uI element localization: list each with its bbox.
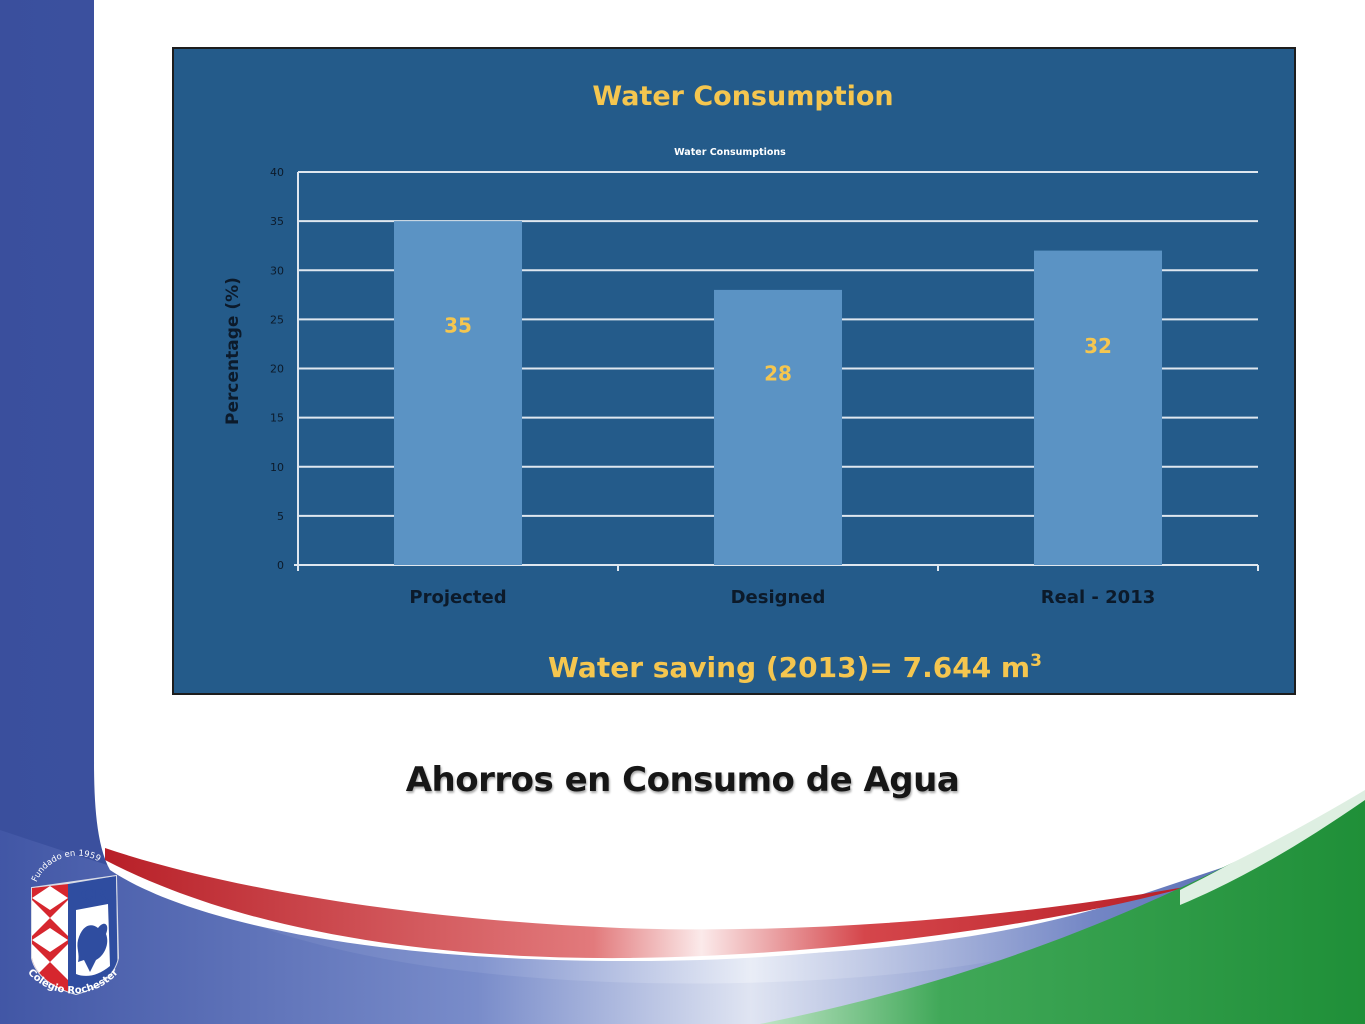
chart-title: Water Consumptions bbox=[674, 147, 786, 158]
chart-heading: Water Consumption bbox=[592, 81, 893, 112]
bar-value-label: 35 bbox=[444, 313, 472, 337]
y-tick-label: 35 bbox=[270, 215, 284, 228]
bar-real-2013 bbox=[1034, 250, 1162, 565]
bar-projected bbox=[394, 221, 522, 565]
y-tick-label: 15 bbox=[270, 412, 284, 425]
bars: 35 28 32 bbox=[394, 221, 1162, 565]
y-tick-label: 20 bbox=[270, 363, 284, 376]
y-tick-label: 25 bbox=[270, 313, 284, 326]
logo-monogram: CR bbox=[81, 885, 108, 904]
y-tick-label: 10 bbox=[270, 461, 284, 474]
y-tick-label: 30 bbox=[270, 264, 284, 277]
y-tick-label: 5 bbox=[277, 510, 284, 523]
slide-caption: Ahorros en Consumo de Agua bbox=[0, 760, 1365, 800]
x-category-label: Designed bbox=[731, 587, 826, 608]
bar-designed bbox=[714, 289, 842, 565]
water-saving-text: Water saving (2013)= 7.644 m bbox=[548, 651, 1030, 684]
water-saving-note: Water saving (2013)= 7.644 m3 bbox=[548, 651, 1042, 684]
x-category-label: Real - 2013 bbox=[1041, 587, 1156, 608]
y-tick-labels: 0 5 10 15 20 25 30 35 40 bbox=[270, 166, 284, 572]
bar-chart: Water Consumption Water Consumptions Per… bbox=[223, 81, 1259, 684]
chart-panel: Water Consumption Water Consumptions Per… bbox=[172, 47, 1296, 695]
svg-text:Fundado en 1959: Fundado en 1959 bbox=[30, 849, 102, 884]
logo-top-text: Fundado en 1959 bbox=[30, 849, 102, 884]
water-saving-superscript: 3 bbox=[1030, 651, 1042, 671]
y-axis-label: Percentage (%) bbox=[223, 277, 243, 425]
bar-value-label: 32 bbox=[1084, 334, 1112, 358]
x-category-label: Projected bbox=[409, 587, 506, 608]
bar-value-label: 28 bbox=[764, 361, 792, 385]
x-tick-labels: Projected Designed Real - 2013 bbox=[409, 587, 1155, 608]
y-tick-label: 0 bbox=[277, 559, 284, 572]
y-tick-label: 40 bbox=[270, 166, 284, 179]
school-logo: Fundado en 1959 CR Colegio Rochester bbox=[25, 849, 120, 997]
slide-caption-text: Ahorros en Consumo de Agua bbox=[405, 760, 960, 800]
